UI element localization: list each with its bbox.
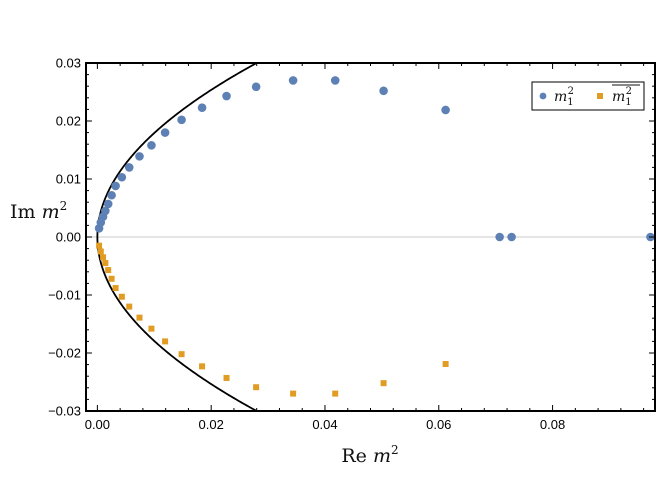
- point-m1bar-8: [126, 303, 133, 310]
- point-m1-10: [147, 141, 156, 150]
- y-tick-label: −0.02: [48, 346, 81, 361]
- point-m1bar-0: [96, 242, 103, 249]
- x-tick-label: 0.04: [312, 417, 337, 432]
- point-m1-11: [160, 128, 170, 137]
- point-m1bar-10: [148, 325, 155, 332]
- point-m1bar-17: [332, 390, 339, 397]
- point-m1bar-15: [253, 384, 260, 391]
- x-axis-title: Re m2: [341, 443, 398, 467]
- point-m1-17: [330, 76, 340, 85]
- point-m1bar-6: [112, 285, 119, 292]
- point-m1bar-16: [290, 390, 297, 397]
- point-m1bar-19: [442, 361, 449, 368]
- x-tick-label: 0.02: [199, 417, 224, 432]
- legend-marker-m1: [539, 92, 547, 100]
- legend-marker-m1bar: [597, 93, 603, 99]
- point-m1-3: [101, 206, 110, 216]
- point-m1bar-9: [136, 314, 143, 321]
- legend-label-m1: m12: [554, 86, 574, 108]
- parabola-boundary: [96, 63, 258, 411]
- y-tick-label: −0.01: [48, 288, 81, 303]
- point-m1-14: [222, 91, 231, 101]
- point-m1bar-14: [223, 374, 230, 381]
- point-m1-6: [111, 181, 120, 191]
- point-m1-18: [379, 86, 388, 96]
- point-m1-19: [441, 105, 450, 115]
- point-m1-13: [197, 103, 207, 112]
- point-m1bar-3: [102, 260, 109, 267]
- point-m1-21: [507, 232, 516, 242]
- legend-label-m1bar: m12: [612, 86, 632, 108]
- legend-box: [531, 81, 645, 111]
- y-tick-label: 0.01: [56, 172, 81, 187]
- y-tick-label: 0.02: [56, 114, 81, 129]
- point-m1-9: [135, 152, 144, 161]
- curves: [96, 63, 258, 411]
- point-m1bar-7: [118, 293, 125, 300]
- point-m1bar-1: [97, 248, 104, 255]
- point-m1-4: [103, 199, 113, 209]
- x-tick-label: 0.00: [85, 417, 110, 432]
- axis-ticks: 0.00 0.02 0.04 0.06 0.08 0.03 0.02 0.01 0.00 −0.0…: [48, 56, 655, 432]
- data-points: [94, 76, 655, 397]
- point-m1-16: [288, 76, 298, 85]
- legend: m12 m12: [531, 81, 645, 111]
- y-tick-label: −0.03: [48, 404, 81, 419]
- y-tick-label: 0.03: [56, 56, 81, 71]
- point-m1bar-2: [100, 254, 107, 261]
- point-m1bar-4: [105, 267, 112, 274]
- point-m1-8: [124, 163, 134, 172]
- x-tick-label: 0.08: [540, 417, 565, 432]
- y-tick-label: 0.00: [56, 230, 81, 245]
- point-m1-5: [107, 190, 116, 200]
- point-m1-12: [177, 115, 186, 125]
- point-m1bar-12: [178, 351, 185, 358]
- point-m1bar-13: [199, 363, 206, 370]
- point-m1-7: [117, 172, 127, 182]
- y-axis-title: Im m2: [10, 199, 67, 223]
- x-tick-label: 0.06: [426, 417, 451, 432]
- point-m1-20: [495, 232, 504, 242]
- point-m1bar-18: [380, 380, 387, 387]
- point-m1bar-5: [108, 275, 115, 282]
- point-m1-15: [251, 82, 261, 92]
- point-m1bar-11: [162, 338, 169, 345]
